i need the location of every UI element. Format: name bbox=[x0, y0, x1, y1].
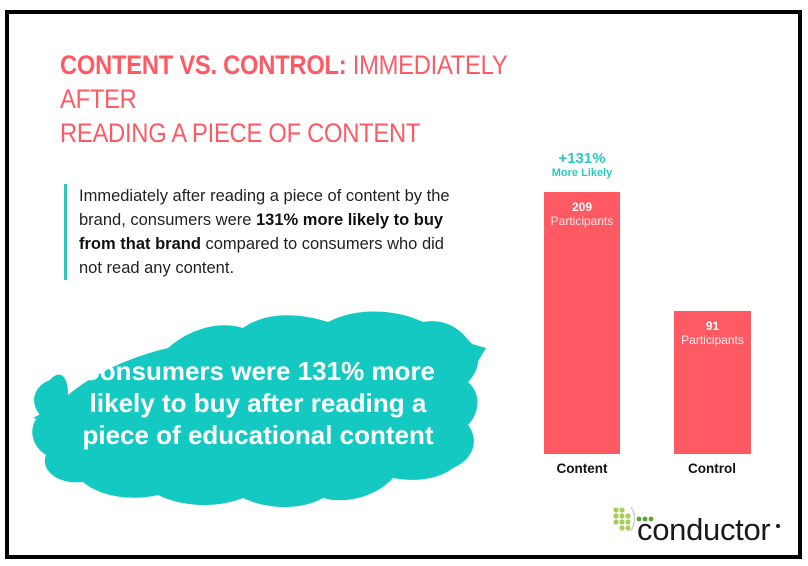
bar-unit: Participants bbox=[550, 214, 614, 228]
conductor-logo-text: conductor bbox=[637, 512, 771, 547]
annotation-percent: +131% bbox=[558, 150, 606, 167]
title-line2: READING A PIECE OF CONTENT bbox=[60, 118, 421, 148]
bar-control: 91 Participants bbox=[674, 311, 751, 454]
quote-text-1: Immediately after reading a piece of con… bbox=[79, 187, 450, 229]
increase-annotation: +131% More Likely bbox=[540, 150, 624, 180]
quote-emphasis: 131% more likely to buy from that brand bbox=[79, 211, 444, 253]
title-line1: IMMEDIATELY AFTER bbox=[60, 50, 507, 114]
conductor-logo-icon bbox=[613, 506, 654, 532]
bar-unit: Participants bbox=[681, 333, 744, 347]
title-bold: CONTENT VS. CONTROL: bbox=[60, 50, 347, 80]
summary-quote: Immediately after reading a piece of con… bbox=[64, 184, 469, 280]
category-label-content: Content bbox=[556, 461, 608, 476]
chart-title: CONTENT VS. CONTROL: IMMEDIATELY AFTER R… bbox=[60, 48, 588, 150]
quote-text-2: compared to consumers who did not read a… bbox=[79, 235, 444, 277]
logo-registered-dot bbox=[776, 524, 780, 528]
teal-scribble-shape bbox=[32, 311, 486, 508]
bar-content: 209 Participants bbox=[544, 192, 620, 454]
bar-value: 91 bbox=[705, 319, 720, 333]
annotation-label: More Likely bbox=[551, 167, 613, 179]
category-label-control: Control bbox=[688, 461, 736, 476]
bar-value: 209 bbox=[571, 200, 593, 214]
callout-text: Consumers were 131% more likely to buy a… bbox=[80, 356, 436, 450]
